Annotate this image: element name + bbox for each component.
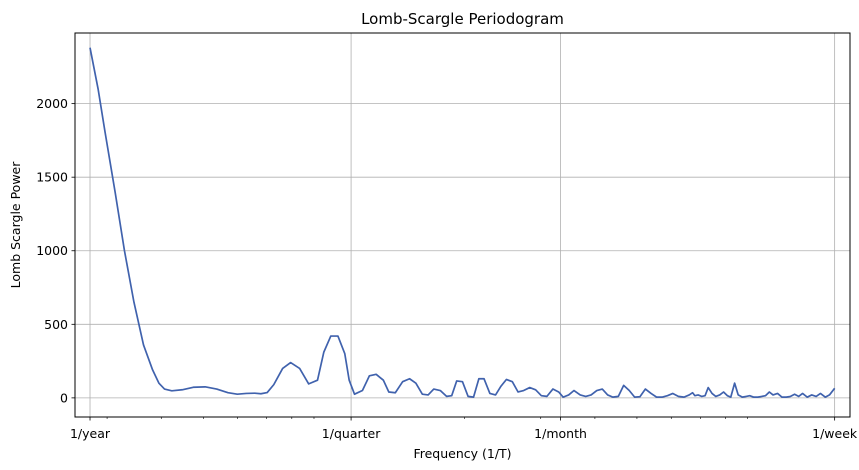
x-tick-label: 1/quarter (322, 426, 381, 441)
x-ticks: 1/year 1/quarter 1/month 1/week (70, 417, 858, 441)
y-axis-label: Lomb Scargle Power (8, 161, 23, 289)
x-tick-label: 1/week (812, 426, 858, 441)
grid-lines (75, 33, 850, 417)
y-tick-label: 2000 (36, 96, 68, 111)
chart-title: Lomb-Scargle Periodogram (361, 10, 564, 28)
data-line-layer (89, 47, 836, 398)
y-tick-label: 1000 (36, 243, 68, 258)
x-tick-label: 1/year (70, 426, 111, 441)
y-tick-label: 1500 (36, 170, 68, 185)
x-tick-label: 1/month (534, 426, 587, 441)
power-series-line (89, 47, 836, 398)
y-ticks: 0 500 1000 1500 2000 (36, 96, 75, 405)
y-tick-label: 500 (44, 317, 68, 332)
y-tick-label: 0 (60, 390, 68, 405)
plot-frame (74, 32, 851, 418)
x-axis-label: Frequency (1/T) (413, 446, 511, 461)
